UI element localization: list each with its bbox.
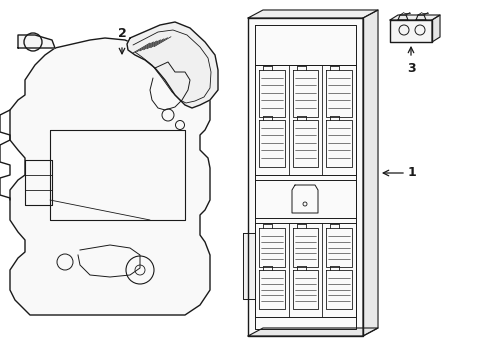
Polygon shape	[248, 328, 378, 336]
Polygon shape	[390, 20, 432, 42]
Text: 3: 3	[407, 62, 416, 75]
Polygon shape	[127, 22, 218, 108]
Text: 1: 1	[408, 166, 417, 180]
Polygon shape	[363, 10, 378, 336]
Polygon shape	[248, 10, 378, 18]
Polygon shape	[398, 15, 408, 20]
Polygon shape	[243, 233, 255, 299]
Polygon shape	[390, 15, 440, 20]
Text: 2: 2	[118, 27, 126, 40]
Polygon shape	[10, 38, 210, 315]
Polygon shape	[18, 35, 55, 48]
Polygon shape	[416, 15, 426, 20]
Polygon shape	[248, 18, 363, 336]
Polygon shape	[432, 15, 440, 42]
